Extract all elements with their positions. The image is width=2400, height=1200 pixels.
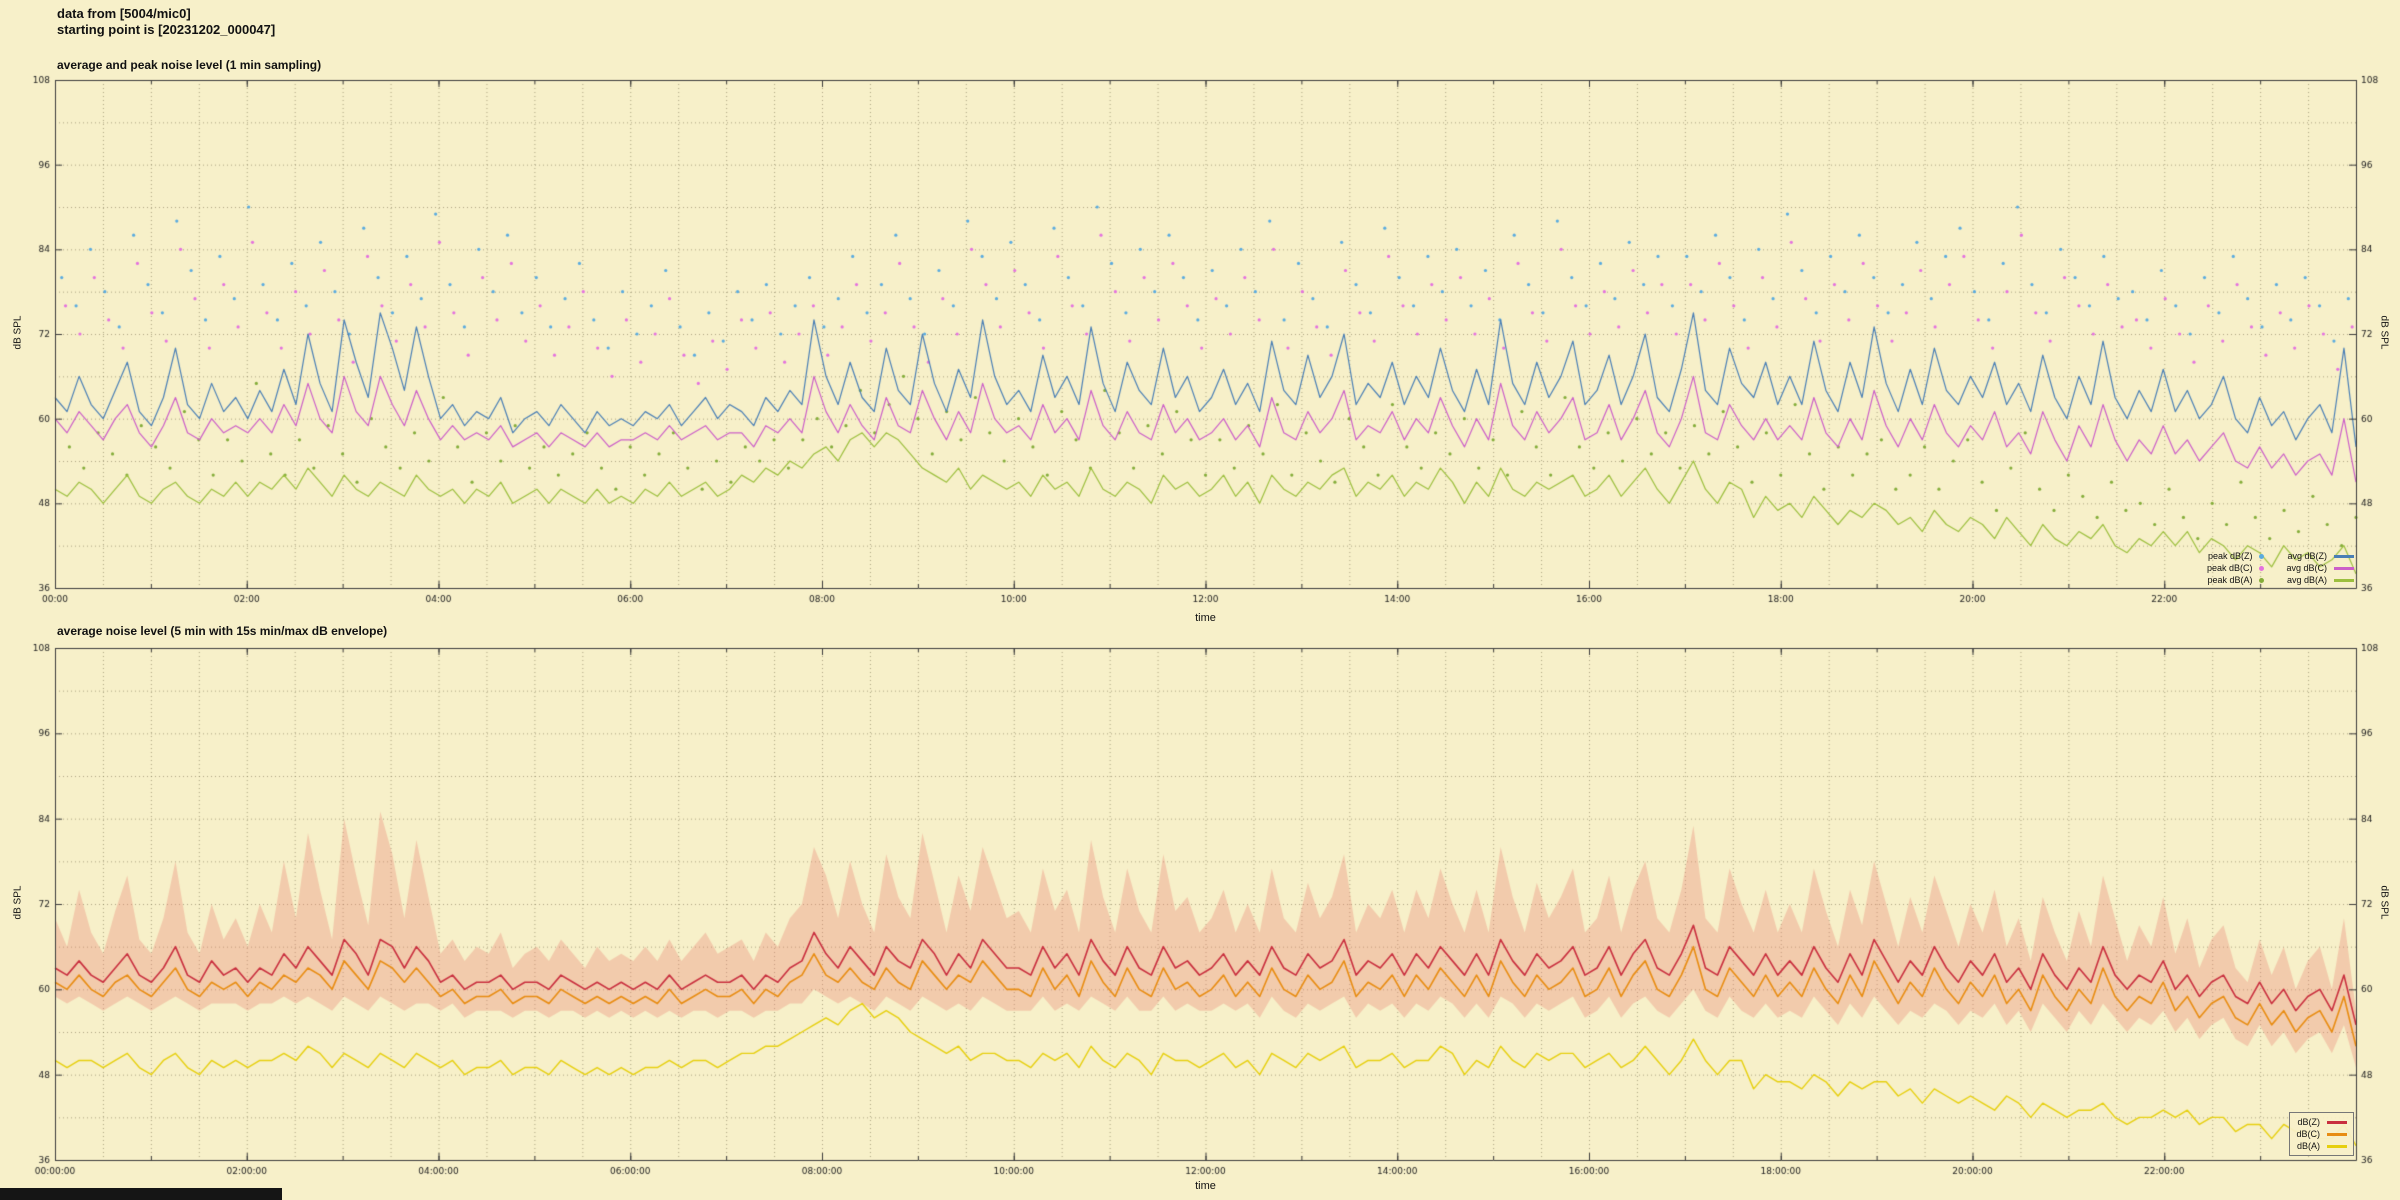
top-chart-ylabel-right: dB SPL	[2378, 315, 2390, 350]
legend-entry-avg-dbz: avg dB(Z)	[2286, 550, 2354, 562]
top-chart-ylabel-left: dB SPL	[12, 315, 24, 350]
dba-marker-icon	[2327, 1144, 2347, 1148]
avg-dbz-marker-icon	[2334, 554, 2354, 558]
bottom-chart-legend: dB(Z) dB(C) dB(A)	[2289, 1112, 2354, 1156]
peak-dba-marker-icon	[2259, 577, 2265, 583]
legend-label: peak dB(A)	[2207, 575, 2253, 585]
legend-label: dB(C)	[2296, 1129, 2320, 1139]
peak-dbc-marker-icon	[2259, 565, 2265, 571]
legend-entry-peak-dba: peak dB(A)	[2207, 574, 2265, 586]
legend-entry-peak-dbc: peak dB(C)	[2207, 562, 2265, 574]
bottom-left-dark-bar	[0, 1188, 282, 1200]
bottom-chart-title: average noise level (5 min with 15s min/…	[57, 624, 388, 638]
top-chart-title: average and peak noise level (1 min samp…	[57, 58, 322, 72]
legend-label: dB(Z)	[2297, 1117, 2321, 1127]
legend-entry-dbz: dB(Z)	[2296, 1116, 2347, 1128]
peak-dbz-marker-icon	[2259, 553, 2265, 559]
avg-dbc-marker-icon	[2334, 566, 2354, 570]
top-chart-legend: peak dB(Z) avg dB(Z) peak dB(C) avg dB(C…	[2207, 550, 2354, 586]
bottom-chart-ylabel-left: dB SPL	[12, 885, 24, 920]
legend-entry-avg-dba: avg dB(A)	[2286, 574, 2354, 586]
header-line-2: starting point is [20231202_000047]	[57, 22, 276, 37]
bottom-chart-canvas	[0, 640, 2400, 1185]
legend-entry-peak-dbz: peak dB(Z)	[2207, 550, 2265, 562]
bottom-chart-ylabel-right: dB SPL	[2378, 885, 2390, 920]
header-line-1: data from [5004/mic0]	[57, 6, 191, 21]
legend-entry-avg-dbc: avg dB(C)	[2286, 562, 2354, 574]
legend-label: avg dB(Z)	[2287, 551, 2327, 561]
top-chart-xlabel: time	[1195, 612, 1216, 624]
dbc-marker-icon	[2327, 1132, 2347, 1136]
avg-dba-marker-icon	[2334, 578, 2354, 582]
legend-label: avg dB(C)	[2286, 563, 2327, 573]
legend-label: peak dB(C)	[2206, 563, 2253, 573]
top-chart-canvas	[0, 72, 2400, 617]
bottom-chart-xlabel: time	[1195, 1180, 1216, 1192]
legend-label: peak dB(Z)	[2207, 551, 2253, 561]
dbz-marker-icon	[2327, 1120, 2347, 1124]
legend-label: dB(A)	[2296, 1141, 2320, 1151]
legend-entry-dba: dB(A)	[2296, 1140, 2347, 1152]
legend-entry-dbc: dB(C)	[2296, 1128, 2347, 1140]
legend-label: avg dB(A)	[2286, 575, 2327, 585]
